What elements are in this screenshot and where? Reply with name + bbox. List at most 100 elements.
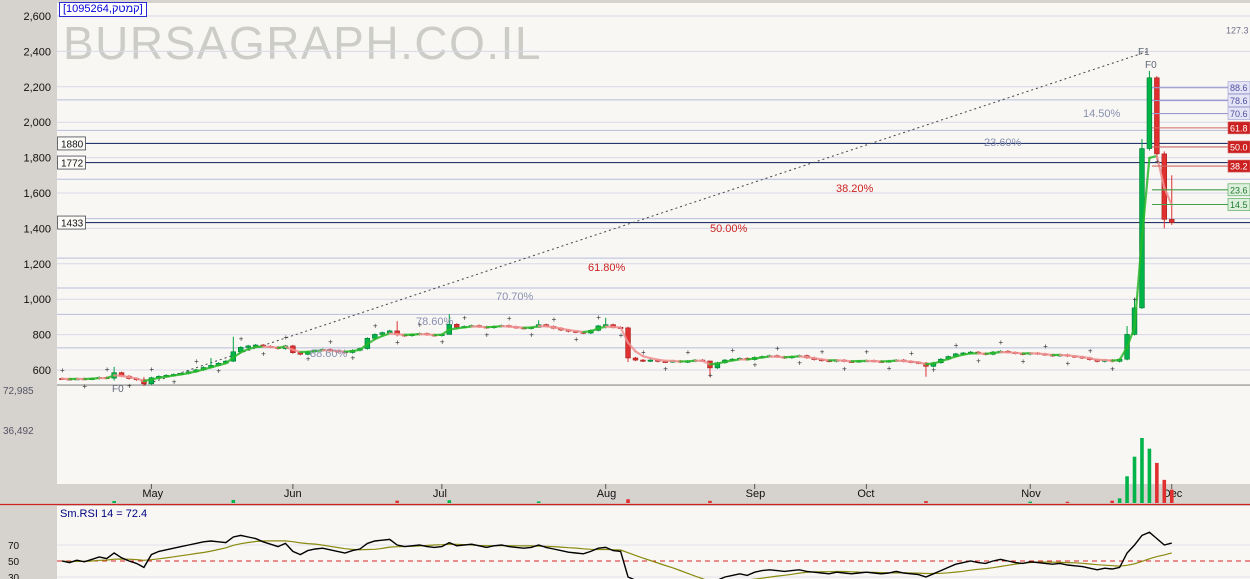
ma-segment bbox=[775, 355, 786, 359]
volume-bar bbox=[1147, 448, 1152, 503]
volume-bar bbox=[395, 500, 399, 503]
ma-segment bbox=[1163, 186, 1173, 207]
volume-bar bbox=[1169, 489, 1174, 503]
ma-segment bbox=[954, 353, 965, 358]
fib2-label: 38.2 bbox=[1230, 162, 1248, 172]
volume-bar bbox=[1028, 501, 1033, 503]
ma-segment bbox=[887, 359, 898, 363]
fib-percentage-label: 61.80% bbox=[588, 262, 626, 274]
ma-segment bbox=[686, 359, 697, 363]
ma-segment bbox=[269, 345, 280, 349]
ma-segment bbox=[343, 349, 354, 353]
price-level-box bbox=[57, 215, 86, 230]
month-band bbox=[57, 484, 1250, 504]
fib2-label: 88.6 bbox=[1230, 83, 1248, 93]
price-tick-label: 800 bbox=[33, 330, 51, 342]
ma-segment bbox=[530, 325, 540, 329]
ma-segment bbox=[574, 329, 585, 334]
plus-marker: + bbox=[127, 381, 132, 390]
plus-marker: + bbox=[842, 364, 847, 373]
ticker-label[interactable]: [1095264,קמטק] bbox=[59, 2, 147, 17]
ma-segment bbox=[1133, 236, 1144, 329]
ma-segment bbox=[909, 360, 920, 364]
ma-segment bbox=[157, 375, 168, 380]
plus-marker: + bbox=[596, 313, 601, 322]
ma-segment bbox=[477, 325, 488, 329]
ma-segment bbox=[716, 360, 726, 365]
month-label: Nov bbox=[1021, 488, 1041, 500]
price-level-box bbox=[57, 136, 86, 151]
candle-body bbox=[379, 332, 385, 335]
price-level-box bbox=[57, 155, 86, 170]
ma-segment bbox=[388, 332, 399, 336]
plus-marker: + bbox=[462, 313, 467, 322]
price-tick-label: 1,000 bbox=[23, 294, 51, 306]
trade-markers: + + + + + + + + + + + + + + + + + + + + + + + + + + + + + + + + + + + + + + + +… bbox=[60, 157, 1160, 391]
rsi-axis-label: 70 bbox=[8, 541, 20, 552]
plus-marker: + bbox=[194, 357, 199, 366]
ma-segment bbox=[515, 326, 525, 329]
rsi-axis-label: 50 bbox=[8, 557, 20, 568]
ma-segment bbox=[463, 325, 473, 329]
plus-marker: + bbox=[172, 377, 177, 386]
plus-marker: + bbox=[1021, 357, 1026, 366]
plus-marker: + bbox=[708, 371, 713, 380]
price-level-value: 1433 bbox=[61, 219, 84, 230]
month-label: Aug bbox=[597, 488, 617, 500]
month-label: Jul bbox=[433, 488, 447, 500]
rsi-line bbox=[61, 531, 1172, 579]
ma-segment bbox=[813, 357, 823, 361]
ma-segment bbox=[90, 376, 101, 380]
volume-bar bbox=[536, 501, 541, 503]
plus-marker: + bbox=[216, 366, 221, 375]
ma-segment bbox=[232, 351, 242, 359]
plus-marker: + bbox=[1155, 157, 1160, 166]
price-level-value: 1772 bbox=[61, 159, 84, 170]
ma-segment bbox=[545, 325, 555, 329]
volume-bars bbox=[112, 438, 1174, 503]
ma-segment bbox=[947, 355, 957, 361]
plus-marker: + bbox=[730, 346, 735, 355]
candle-body bbox=[245, 345, 251, 348]
fib2-label-chip bbox=[1227, 159, 1250, 173]
plus-marker: + bbox=[306, 355, 311, 364]
ma-segment bbox=[559, 327, 570, 332]
plus-marker: + bbox=[574, 335, 579, 344]
ma-segment bbox=[701, 359, 712, 366]
ma-segment bbox=[381, 332, 391, 338]
plus-marker: + bbox=[552, 315, 557, 324]
plus-marker: + bbox=[998, 338, 1003, 347]
plus-marker: + bbox=[1065, 359, 1070, 368]
volume-bar bbox=[1140, 438, 1144, 503]
candle-body bbox=[454, 324, 460, 328]
fib-percentage-label: 78.60% bbox=[416, 316, 454, 328]
plus-marker: + bbox=[1043, 342, 1048, 351]
ma-segment bbox=[1036, 352, 1047, 356]
ma-segment bbox=[917, 361, 928, 366]
plus-marker: + bbox=[239, 334, 244, 343]
plus-marker: + bbox=[909, 349, 914, 358]
ma-segment bbox=[1118, 346, 1129, 362]
plus-marker: + bbox=[864, 348, 869, 357]
ma-segment bbox=[1148, 154, 1158, 160]
plus-marker: + bbox=[686, 348, 691, 357]
plus-marker: + bbox=[775, 344, 780, 353]
ma-segment bbox=[1140, 156, 1151, 240]
fib2-label: 61.8 bbox=[1230, 123, 1248, 133]
ma-segment bbox=[351, 348, 362, 353]
plus-marker: + bbox=[797, 359, 802, 368]
plus-marker: + bbox=[753, 360, 758, 369]
month-label: May bbox=[142, 488, 163, 500]
candle-body bbox=[640, 359, 646, 362]
ma-segment bbox=[492, 325, 503, 328]
plus-marker: + bbox=[529, 330, 534, 339]
fib2-label-chip bbox=[1227, 121, 1250, 135]
ma-segment bbox=[1111, 358, 1121, 362]
candle-body bbox=[1146, 77, 1153, 149]
plus-marker: + bbox=[440, 337, 445, 346]
plus-marker: + bbox=[373, 321, 378, 330]
price-tick-label: 600 bbox=[33, 365, 51, 377]
ma-segment bbox=[209, 364, 220, 369]
ma-segment bbox=[187, 370, 198, 375]
ma-segment bbox=[1058, 353, 1069, 357]
